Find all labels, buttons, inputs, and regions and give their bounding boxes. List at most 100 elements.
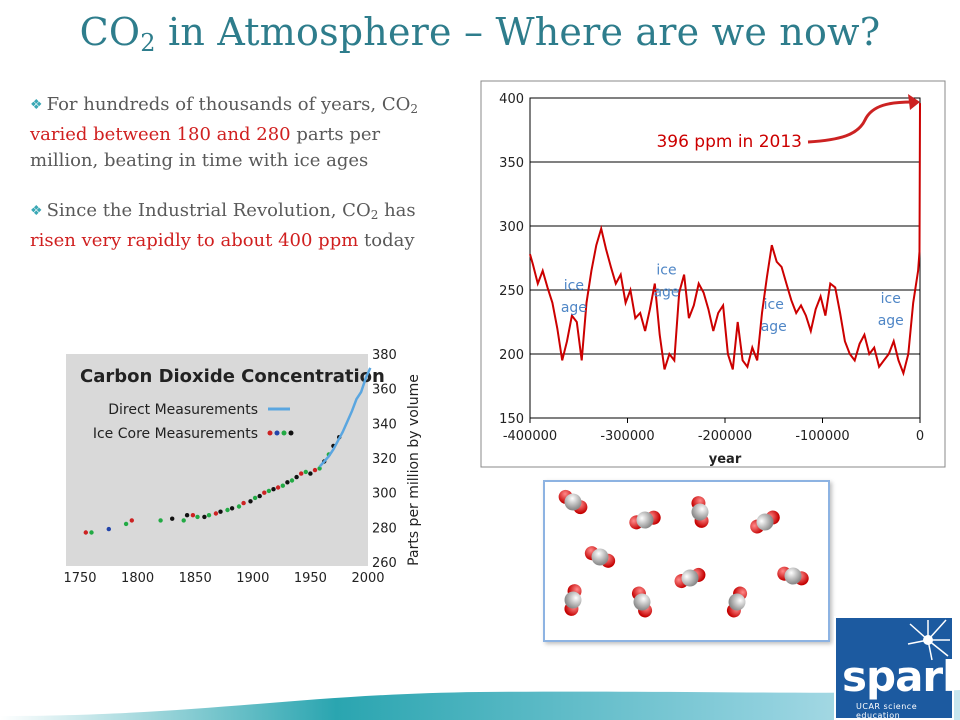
bullet-2: ❖ Since the Industrial Revolution, CO2 ha… xyxy=(30,200,416,251)
ice-age-label: ice age xyxy=(761,297,787,335)
ice-age-label: ice age xyxy=(653,263,679,301)
ice-core-point xyxy=(280,483,285,488)
ice-age-label: ice age xyxy=(561,278,587,316)
y-tick-label: 200 xyxy=(499,348,524,363)
ice-core-point xyxy=(106,526,111,532)
co2-series-line xyxy=(529,103,921,377)
bullet-list: ❖ For hundreds of thousands of years, CO2… xyxy=(30,92,450,278)
logo-word: spark xyxy=(842,652,960,701)
x-tick-label: -400000 xyxy=(503,429,557,444)
chart-frame xyxy=(480,80,946,468)
ice-core-point xyxy=(202,514,207,520)
bullet-1: ❖ For hundreds of thousands of years, CO2… xyxy=(30,94,419,171)
ice-core-point xyxy=(308,471,313,476)
co2-molecule-icon xyxy=(564,584,582,616)
co2-molecule-icon xyxy=(674,567,706,589)
x-tick-labels: -400000 -300000 -200000 -100000 0 xyxy=(503,429,924,444)
co2-molecule-icon xyxy=(777,566,809,586)
ice-core-point xyxy=(285,480,290,485)
y-tick-label: 320 xyxy=(372,452,397,467)
ice-core-point xyxy=(184,513,190,518)
chart-grid xyxy=(529,97,921,423)
x-tick-label: 0 xyxy=(916,429,924,444)
ice-core-point xyxy=(158,518,163,523)
y-axis-label: Parts per million by volume xyxy=(406,374,422,566)
y-tick-label: 300 xyxy=(372,487,397,502)
co2-molecule-icon xyxy=(629,510,661,530)
co2-molecule-icon xyxy=(631,586,653,618)
legend-direct-label: Direct Measurements xyxy=(108,402,258,418)
ice-core-point xyxy=(294,474,299,480)
ice-core-point xyxy=(195,514,200,520)
molecule-field xyxy=(558,489,809,618)
legend-ice-core-label: Ice Core Measurements xyxy=(93,426,258,442)
ice-core-point xyxy=(206,513,212,518)
y-tick-label: 280 xyxy=(372,521,397,536)
diamond-bullet-icon: ❖ xyxy=(30,203,43,219)
y-tick-labels: 260 280 300 320 340 360 380 xyxy=(372,348,397,571)
y-tick-label: 250 xyxy=(499,284,524,299)
x-tick-label: 1950 xyxy=(294,571,327,586)
x-tick-label: -200000 xyxy=(698,429,752,444)
x-tick-label: 1900 xyxy=(236,571,269,586)
svg-text:ice: ice xyxy=(764,297,784,313)
x-tick-label: 1800 xyxy=(121,571,154,586)
y-tick-label: 360 xyxy=(372,383,397,398)
svg-text:ice: ice xyxy=(881,291,901,307)
co2-molecule-icon xyxy=(750,510,780,534)
x-tick-label: 1850 xyxy=(179,571,212,586)
y-tick-label: 380 xyxy=(372,348,397,363)
co2-molecules-illustration xyxy=(543,480,830,642)
ice-core-point xyxy=(312,467,318,473)
starburst-icon xyxy=(907,619,950,661)
legend-ice-core-swatch xyxy=(267,430,294,436)
ice-core-point xyxy=(257,493,262,499)
footer-band xyxy=(0,690,960,720)
ice-core-point xyxy=(299,471,304,476)
svg-text:age: age xyxy=(653,285,679,301)
x-tick-label: -100000 xyxy=(795,429,849,444)
annotation-arrow xyxy=(807,100,913,144)
ice-core-point xyxy=(271,487,276,492)
co2-molecule-icon xyxy=(558,489,588,515)
y-tick-label: 340 xyxy=(372,417,397,432)
svg-text:ice: ice xyxy=(564,278,584,294)
ice-core-point xyxy=(218,509,223,514)
y-tick-label: 350 xyxy=(499,156,524,171)
y-tick-label: 150 xyxy=(499,412,524,427)
co2-molecule-icon xyxy=(691,496,709,528)
ice-core-point xyxy=(303,469,308,475)
co2-molecule-icon xyxy=(726,586,748,618)
ice-age-labels: ice age ice age ice age ice age xyxy=(561,263,904,336)
ice-core-point xyxy=(241,500,246,506)
y-tick-label: 300 xyxy=(499,220,524,235)
ice-core-co2-chart: 150 200 250 300 350 400 -400000 -300000 -200000… xyxy=(480,80,946,468)
x-tick-labels: 1750 1800 1850 1900 1950 2000 xyxy=(63,571,384,586)
carbon-dioxide-concentration-chart: Carbon Dioxide Concentration Direct Meas… xyxy=(63,348,422,586)
ice-core-point xyxy=(170,516,175,521)
x-tick-label: -300000 xyxy=(600,429,654,444)
chart-plot-background xyxy=(66,354,368,566)
ice-core-point xyxy=(123,521,129,527)
ice-core-point xyxy=(190,513,196,518)
ice-core-point xyxy=(83,530,88,535)
svg-text:age: age xyxy=(761,319,787,335)
ice-age-label: ice age xyxy=(878,291,904,329)
ice-core-point xyxy=(317,466,322,471)
svg-text:age: age xyxy=(878,313,904,329)
chart-title: Carbon Dioxide Concentration xyxy=(80,366,385,387)
annotation-arrowhead-icon xyxy=(908,94,920,110)
y-tick-labels: 150 200 250 300 350 400 xyxy=(499,92,524,427)
spark-logo: spark UCAR science education xyxy=(834,616,960,720)
ppm-2013-annotation: 396 ppm in 2013 xyxy=(656,132,802,152)
x-axis-label: year xyxy=(709,452,742,467)
y-tick-label: 400 xyxy=(499,92,524,107)
svg-text:ice: ice xyxy=(656,263,676,279)
direct-measurement-line xyxy=(318,367,372,468)
svg-text:age: age xyxy=(561,300,587,316)
ice-core-point xyxy=(89,530,94,535)
ice-core-point xyxy=(129,518,134,523)
ice-core-point xyxy=(289,478,295,483)
ice-core-point xyxy=(252,495,258,501)
ice-core-point xyxy=(213,511,219,516)
